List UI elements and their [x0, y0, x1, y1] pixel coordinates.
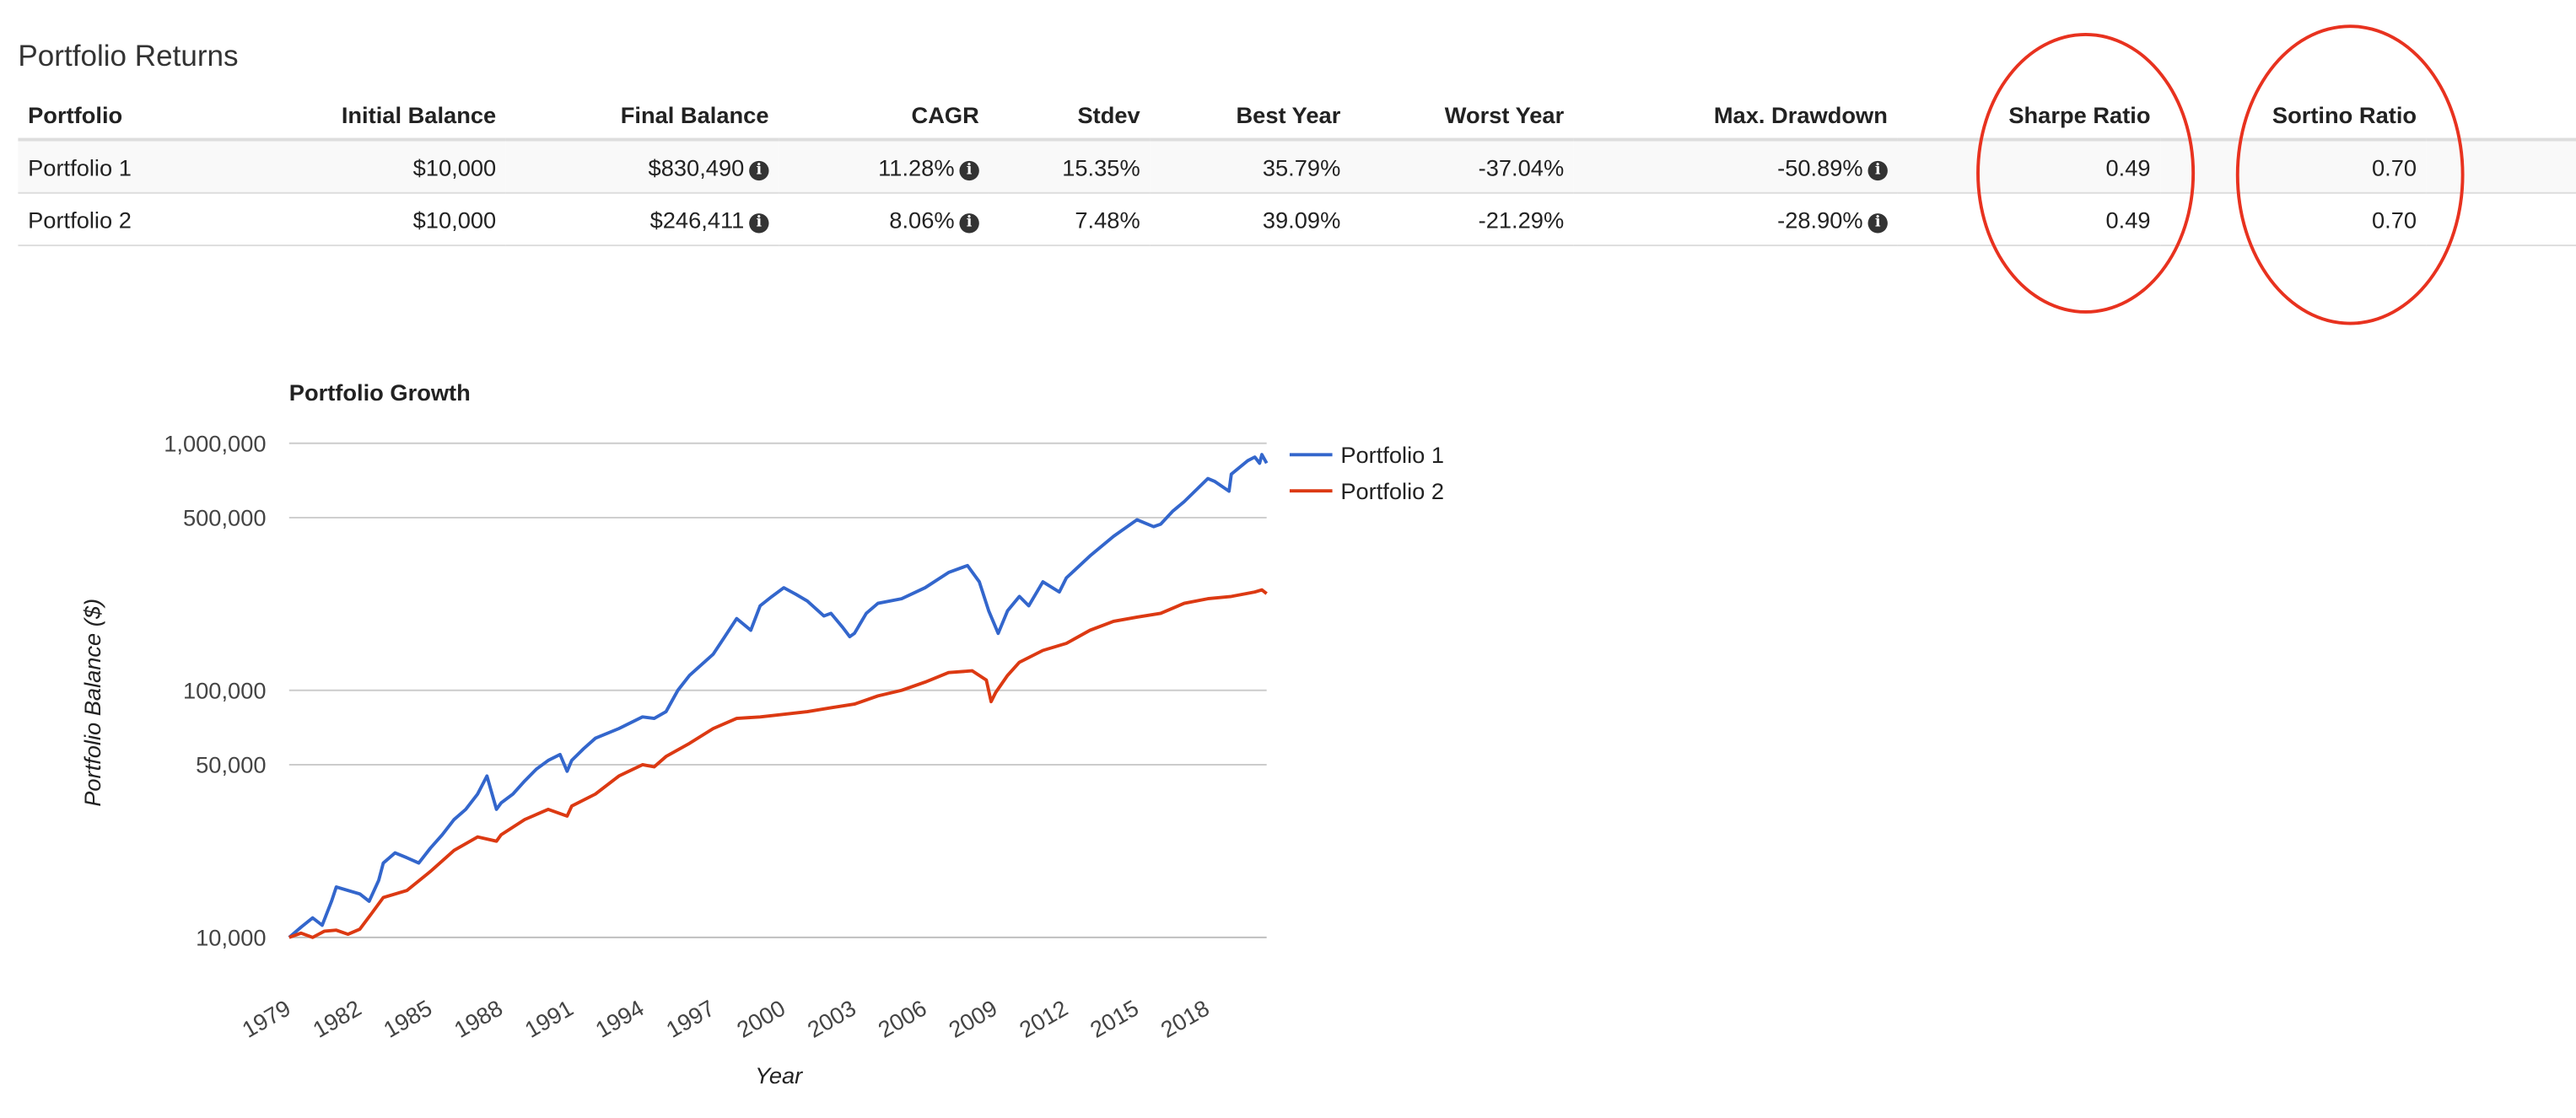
chart-legend[interactable]: Portfolio 1 Portfolio 2: [1289, 442, 1444, 504]
cagr-value: 11.28%: [878, 153, 955, 180]
max-drawdown-value: -50.89%: [1777, 153, 1863, 180]
col-header-cagr: CAGR: [779, 92, 989, 142]
cell-stdev: 7.48%: [989, 192, 1151, 247]
page-title: Portfolio Returns: [18, 39, 239, 73]
cell-portfolio: Portfolio 2: [18, 192, 237, 247]
y-tick-label: 100,000: [183, 677, 267, 703]
cell-initial-balance: $10,000: [236, 139, 506, 194]
cell-max-drawdown: -28.90% i: [1573, 192, 1898, 247]
col-header-max-drawdown: Max. Drawdown: [1573, 92, 1898, 142]
col-header-portfolio: Portfolio: [18, 92, 237, 142]
sortino-ratio-highlight-ellipse: [2235, 24, 2465, 325]
cell-worst-year: -37.04%: [1350, 139, 1574, 194]
info-circle-icon[interactable]: i: [1867, 159, 1888, 180]
max-drawdown-value: -28.90%: [1777, 206, 1863, 233]
legend-entry: Portfolio 1: [1340, 442, 1444, 468]
final-balance-value: $246,411: [649, 206, 745, 233]
info-circle-icon[interactable]: i: [959, 212, 979, 233]
x-axis-tick-labels: 1979 1982 1985 1988 1991 1994 1997 2000 2003 2006…: [238, 995, 1214, 1043]
cell-final-balance: $246,411 i: [505, 192, 779, 247]
x-tick-label: 1997: [661, 995, 719, 1043]
cagr-value: 8.06%: [889, 206, 955, 233]
x-tick-label: 2012: [1015, 995, 1072, 1043]
cell-worst-year: -21.29%: [1350, 192, 1574, 247]
legend-entry: Portfolio 2: [1340, 478, 1444, 504]
col-header-stdev: Stdev: [989, 92, 1151, 142]
x-tick-label: 1994: [591, 995, 649, 1043]
cell-portfolio: Portfolio 1: [18, 139, 237, 194]
x-tick-label: 1991: [520, 995, 578, 1043]
cell-initial-balance: $10,000: [236, 192, 506, 247]
x-tick-label: 2006: [874, 995, 931, 1043]
cell-cagr: 11.28% i: [779, 139, 989, 194]
y-axis-label: Portfolio Balance ($): [79, 599, 105, 807]
table-row: Portfolio 2 $10,000 $246,411 i 8.06% i 7.4…: [18, 192, 2576, 247]
series-line-portfolio-1: [288, 453, 1269, 939]
y-tick-label: 10,000: [196, 925, 266, 951]
y-tick-label: 50,000: [196, 752, 266, 778]
x-tick-label: 2015: [1086, 995, 1143, 1043]
col-header-final-balance: Final Balance: [505, 92, 779, 142]
x-tick-label: 2018: [1156, 995, 1214, 1043]
y-tick-label: 1,000,000: [164, 430, 266, 456]
x-tick-label: 1979: [238, 995, 295, 1043]
y-axis-tick-labels: 10,000 50,000 100,000 500,000 1,000,000: [164, 430, 266, 950]
col-header-initial-balance: Initial Balance: [236, 92, 506, 142]
info-circle-icon[interactable]: i: [749, 159, 769, 180]
sharpe-ratio-highlight-ellipse: [1976, 32, 2196, 314]
x-tick-label: 1988: [450, 995, 507, 1043]
x-tick-label: 2009: [944, 995, 1001, 1043]
cell-best-year: 35.79%: [1150, 139, 1351, 194]
col-header-best-year: Best Year: [1150, 92, 1351, 142]
x-tick-label: 2000: [732, 995, 790, 1043]
x-axis-label: Year: [755, 1062, 803, 1088]
info-circle-icon[interactable]: i: [1867, 212, 1888, 233]
cell-cagr: 8.06% i: [779, 192, 989, 247]
cell-best-year: 39.09%: [1150, 192, 1351, 247]
portfolio-growth-chart: Portfolio Growth 10,000 50,000 100,000 500,…: [79, 379, 1444, 1088]
final-balance-value: $830,490: [648, 153, 745, 180]
x-tick-label: 1982: [308, 995, 365, 1043]
series-line-portfolio-2: [288, 588, 1268, 939]
table-header-row: Portfolio Initial Balance Final Balance …: [18, 92, 2576, 142]
x-tick-label: 2003: [803, 995, 860, 1043]
info-circle-icon[interactable]: i: [959, 159, 979, 180]
x-tick-label: 1985: [379, 995, 436, 1043]
chart-gridlines: [288, 442, 1267, 938]
chart-series: [288, 453, 1269, 939]
cell-stdev: 15.35%: [989, 139, 1151, 194]
col-header-worst-year: Worst Year: [1350, 92, 1574, 142]
info-circle-icon[interactable]: i: [749, 212, 769, 233]
cell-final-balance: $830,490 i: [505, 139, 779, 194]
y-tick-label: 500,000: [183, 505, 267, 531]
chart-title: Portfolio Growth: [289, 379, 471, 406]
cell-max-drawdown: -50.89% i: [1573, 139, 1898, 194]
